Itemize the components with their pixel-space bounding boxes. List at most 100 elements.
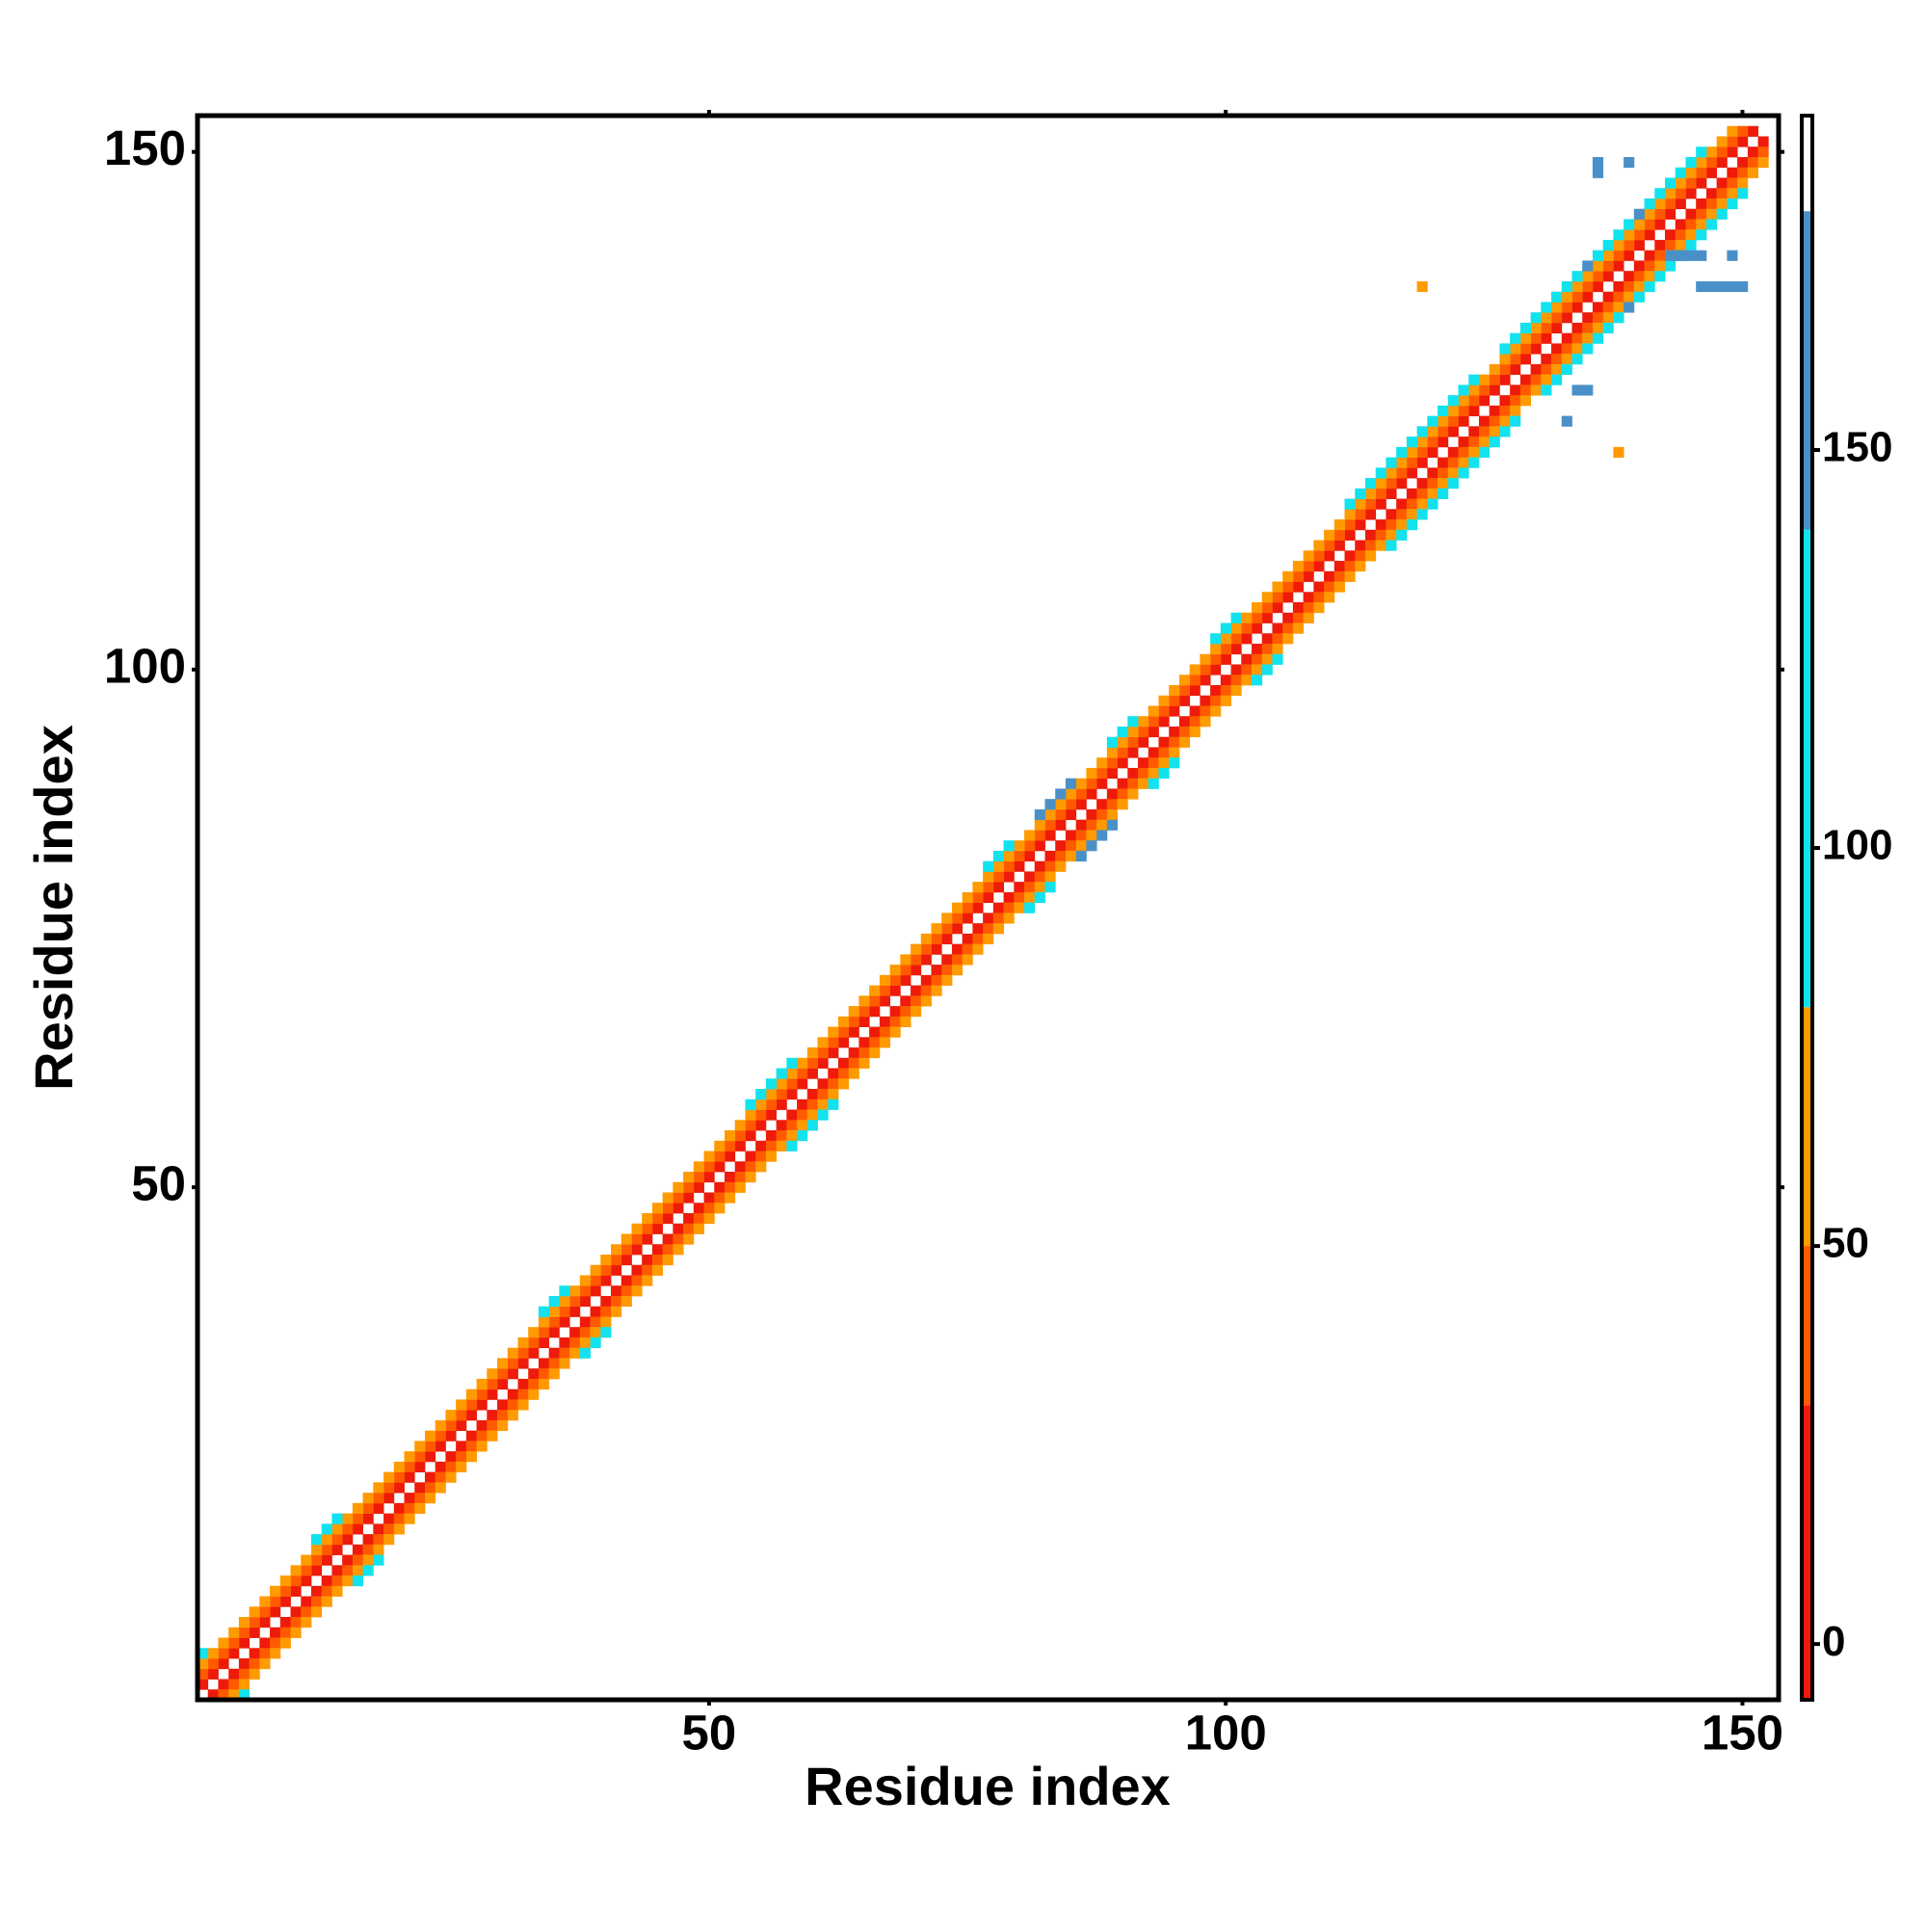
heatmap-cell <box>1427 498 1439 510</box>
heatmap-cell <box>383 1482 395 1494</box>
heatmap-cell <box>1324 550 1335 562</box>
heatmap-cell <box>1519 343 1531 355</box>
heatmap-cell <box>1654 188 1666 199</box>
heatmap-cell <box>1096 757 1108 769</box>
heatmap-cell <box>1252 612 1263 623</box>
heatmap-cell <box>1571 384 1583 396</box>
heatmap-cell <box>1478 446 1491 458</box>
heatmap-cell <box>270 1648 281 1659</box>
heatmap-cell <box>611 1264 622 1276</box>
heatmap-cell <box>1024 902 1036 913</box>
heatmap-cell <box>424 1451 436 1463</box>
heatmap-cell <box>579 1347 591 1359</box>
heatmap-cell <box>941 913 953 924</box>
heatmap-cell <box>828 1047 839 1059</box>
heatmap-cell <box>1561 363 1572 376</box>
heatmap-cell <box>1364 488 1377 499</box>
heatmap-cell <box>889 974 901 986</box>
heatmap-cell <box>1468 437 1480 448</box>
heatmap-cell <box>683 1212 695 1225</box>
heatmap-cell <box>1519 384 1531 396</box>
heatmap-cell <box>1220 644 1231 655</box>
heatmap-cell <box>279 1627 291 1638</box>
heatmap-cell <box>879 1016 891 1027</box>
heatmap-cell <box>1613 312 1624 324</box>
heatmap-cell <box>1355 509 1366 520</box>
heatmap-cell <box>1696 280 1707 293</box>
heatmap-cell <box>858 1057 870 1069</box>
heatmap-cell <box>1333 529 1345 541</box>
heatmap-cell <box>1169 747 1180 758</box>
heatmap-cell <box>198 1658 209 1670</box>
heatmap-cell <box>1148 778 1159 789</box>
heatmap-cell <box>1499 363 1511 376</box>
heatmap-cell <box>1675 167 1686 178</box>
heatmap-cell <box>776 1089 787 1100</box>
heatmap-cell <box>869 1006 881 1018</box>
heatmap-cell <box>1014 860 1025 872</box>
heatmap-cell <box>1158 747 1170 758</box>
heatmap-cell <box>528 1378 540 1390</box>
heatmap-cell <box>620 1295 632 1308</box>
heatmap-cell <box>765 1078 778 1090</box>
heatmap-cell <box>1582 343 1594 355</box>
heatmap-cell <box>517 1337 529 1349</box>
heatmap-cell <box>1499 343 1511 355</box>
heatmap-cell <box>1252 602 1263 614</box>
heatmap-cell <box>1416 488 1428 499</box>
heatmap-cell <box>1541 374 1552 385</box>
heatmap-cell <box>858 1037 870 1048</box>
heatmap-cell <box>1189 664 1201 675</box>
heatmap-cell <box>362 1502 374 1514</box>
heatmap-cell <box>1344 561 1356 572</box>
heatmap-cell <box>1644 208 1655 220</box>
x-axis-title: Residue index <box>805 1756 1171 1816</box>
heatmap-cell <box>238 1658 251 1670</box>
heatmap-cell <box>962 913 973 924</box>
heatmap-cell <box>1200 653 1211 665</box>
heatmap-cell <box>301 1617 312 1628</box>
heatmap-cell <box>837 1016 850 1027</box>
heatmap-cell <box>445 1461 457 1473</box>
heatmap-cell <box>590 1337 601 1349</box>
heatmap-cell <box>1705 146 1718 158</box>
heatmap-cell <box>1044 860 1056 872</box>
heatmap-cell <box>1489 374 1500 385</box>
heatmap-cell <box>1654 271 1666 282</box>
heatmap-cell <box>1086 808 1097 821</box>
heatmap-cell <box>673 1203 684 1214</box>
heatmap-cell <box>1623 291 1635 303</box>
heatmap-cell <box>1065 830 1077 841</box>
heatmap-cell <box>1034 882 1045 893</box>
heatmap-cell <box>962 902 973 913</box>
heatmap-cell <box>1210 644 1222 655</box>
heatmap-cell <box>1148 757 1159 769</box>
heatmap-cell <box>1696 156 1707 169</box>
heatmap-cell <box>507 1389 518 1400</box>
heatmap-cells <box>198 125 1769 1701</box>
heatmap-cell <box>1416 446 1428 458</box>
heatmap-cell <box>259 1617 271 1628</box>
heatmap-cell <box>497 1399 509 1411</box>
heatmap-cell <box>1106 819 1118 831</box>
heatmap-cell <box>797 1120 808 1131</box>
heatmap-cell <box>1252 622 1263 634</box>
heatmap-cell <box>1737 188 1749 199</box>
heatmap-cell <box>579 1316 591 1328</box>
heatmap-cell <box>1169 726 1180 738</box>
heatmap-cell <box>693 1203 704 1214</box>
heatmap-cell <box>683 1172 695 1183</box>
heatmap-cell <box>1705 156 1718 169</box>
heatmap-cell <box>1623 156 1635 169</box>
heatmap-cell <box>1582 322 1594 334</box>
heatmap-cell <box>620 1233 632 1245</box>
heatmap-cell <box>911 1006 922 1018</box>
heatmap-cell <box>1364 478 1377 490</box>
heatmap-cell <box>1406 509 1418 520</box>
heatmap-cell <box>725 1192 736 1204</box>
heatmap-cell <box>352 1502 364 1514</box>
heatmap-cell <box>497 1410 509 1421</box>
heatmap-cell <box>228 1689 240 1701</box>
plot-frame <box>195 113 1782 1703</box>
heatmap-cell <box>321 1596 332 1607</box>
